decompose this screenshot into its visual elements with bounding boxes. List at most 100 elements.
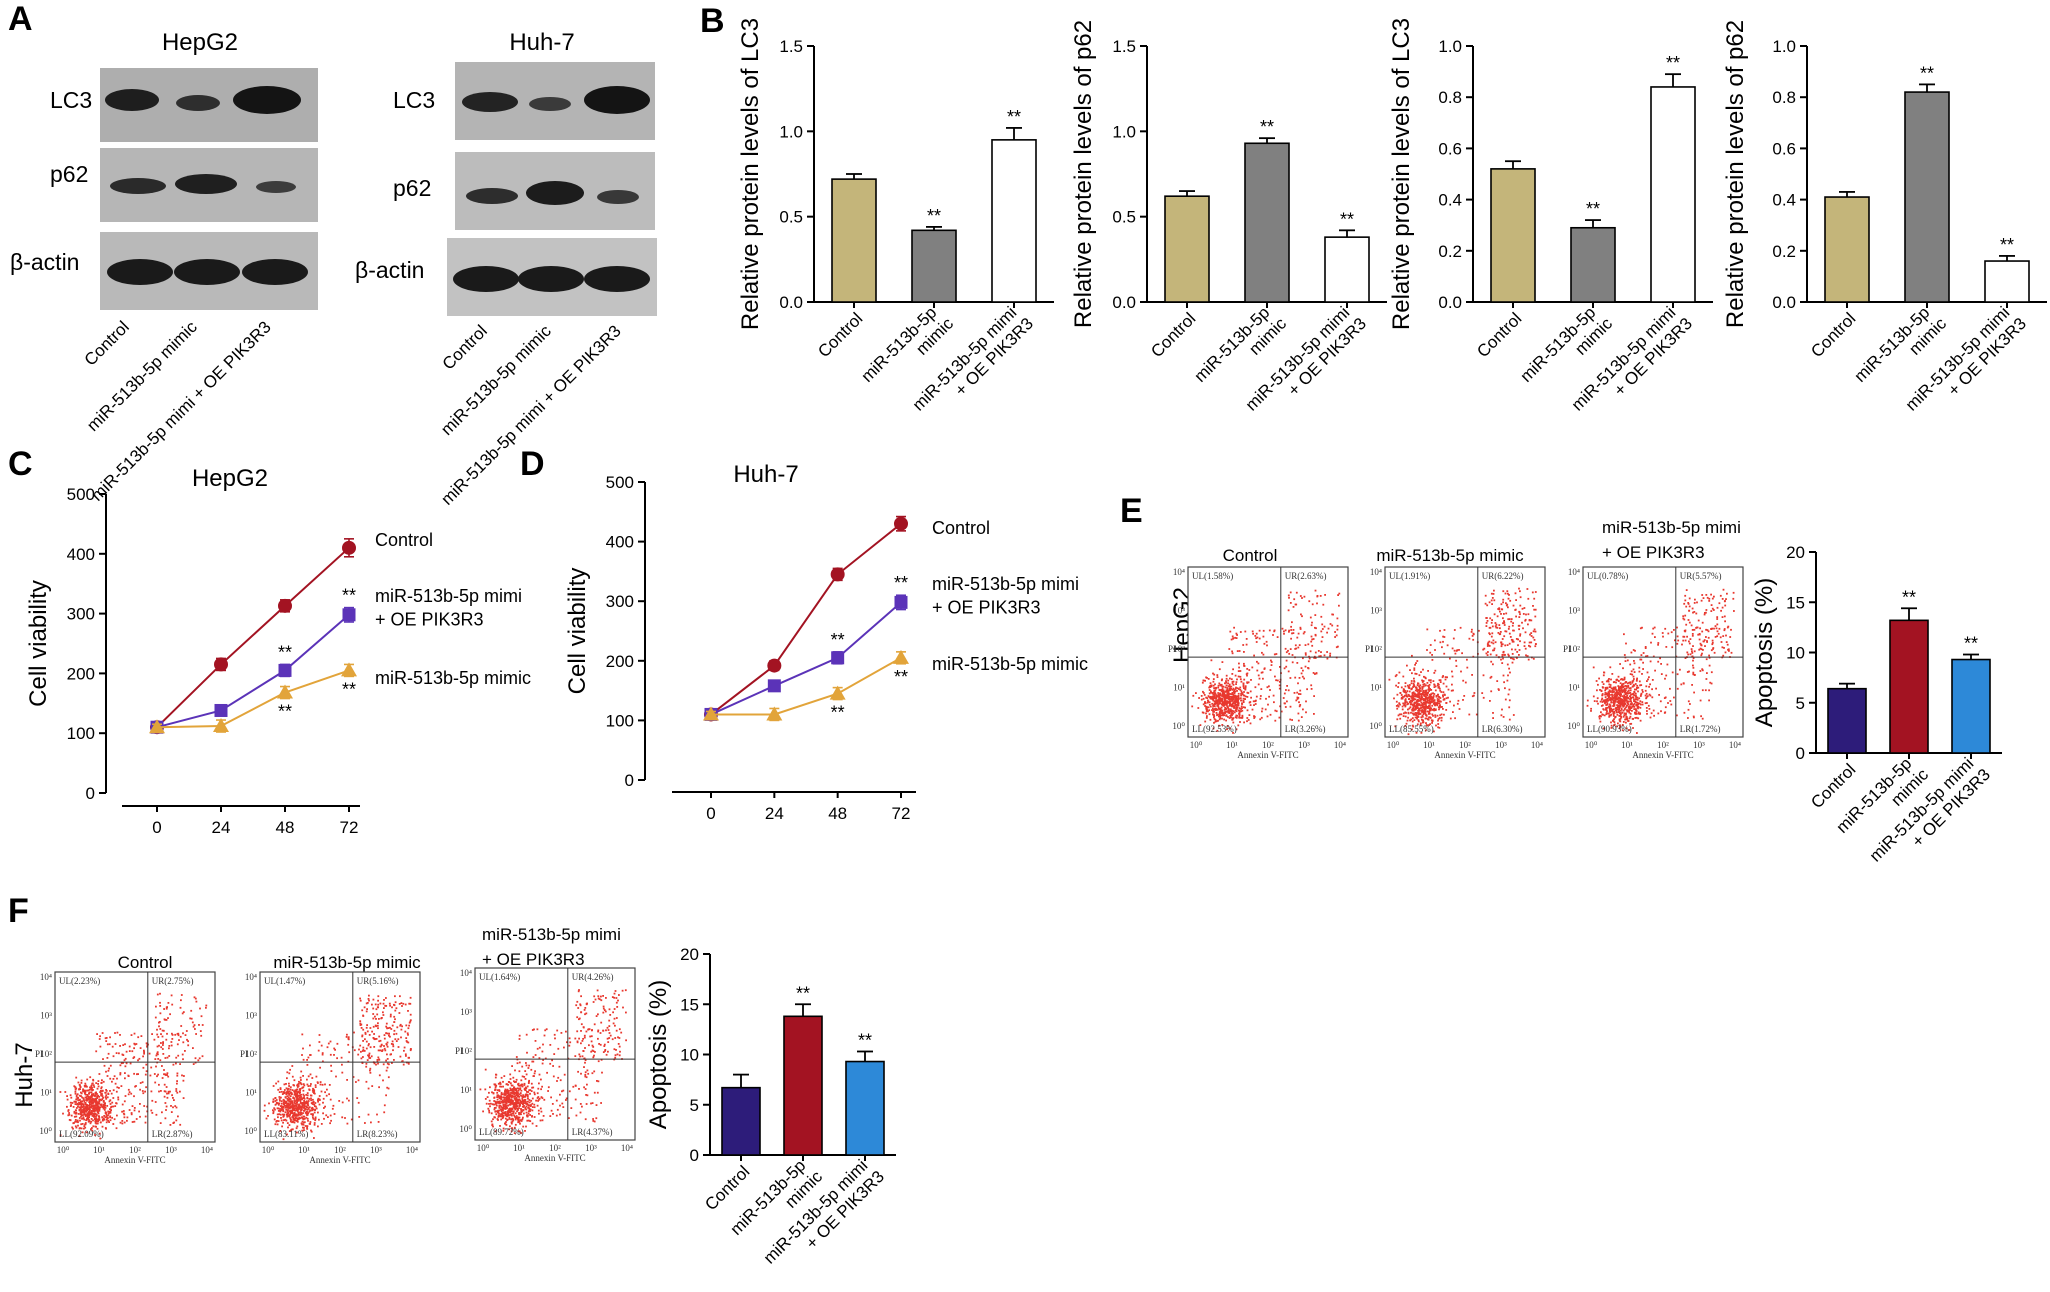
scatter-dot [1312, 638, 1315, 640]
scatter-dot [1296, 662, 1299, 664]
scatter-dot [90, 1096, 93, 1099]
scatter-dot [547, 1090, 549, 1092]
scatter-dot [1710, 649, 1713, 652]
scatter-dot [1208, 709, 1211, 712]
scatter-dot [1415, 703, 1418, 706]
scatter-dot [1310, 688, 1313, 690]
scatter-dot [1650, 712, 1653, 715]
scatter-dot [1619, 702, 1622, 704]
scatter-dot [75, 1107, 78, 1109]
scatter-dot [1279, 705, 1281, 708]
scatter-dot [289, 1095, 292, 1097]
scatter-dot [1226, 702, 1228, 705]
scatter-dot [1701, 652, 1703, 655]
scatter-dot [1206, 708, 1208, 711]
scatter-dot [1216, 701, 1219, 704]
scatter-dot [1244, 686, 1247, 689]
scatter-dot [304, 1102, 306, 1104]
scatter-dot [1217, 692, 1220, 694]
scatter-dot [75, 1087, 78, 1090]
scatter-dot [284, 1118, 287, 1121]
scatter-dot [346, 1097, 348, 1100]
scatter-dot [549, 1115, 552, 1117]
scatter-dot [1444, 678, 1447, 681]
scatter-dot [142, 1092, 145, 1095]
scatter-dot [282, 1115, 285, 1118]
scatter-dot [87, 1120, 90, 1123]
scatter-dot [358, 1048, 360, 1051]
scatter-dot [288, 1072, 291, 1075]
scatter-dot [297, 1094, 300, 1097]
scatter-dot [1502, 674, 1505, 677]
flow-y-axis-label: PI [1563, 644, 1571, 654]
scatter-dot [1620, 693, 1622, 696]
scatter-dot [358, 1116, 361, 1118]
scatter-dot [1211, 695, 1214, 698]
scatter-dot [282, 1110, 285, 1113]
scatter-dot [93, 1109, 96, 1111]
scatter-dot [1600, 689, 1603, 692]
scatter-dot [283, 1119, 285, 1121]
scatter-dot [1499, 627, 1501, 630]
scatter-dot [293, 1111, 296, 1114]
scatter-dot [390, 1043, 393, 1045]
scatter-dot [397, 1046, 400, 1048]
scatter-dot [1711, 641, 1714, 644]
scatter-dot [200, 1034, 203, 1037]
scatter-dot [1284, 706, 1287, 708]
scatter-dot [376, 1024, 379, 1027]
scatter-dot [1260, 688, 1263, 690]
scatter-dot [542, 1043, 544, 1046]
scatter-dot [1645, 707, 1648, 709]
scatter-dot [1645, 655, 1647, 658]
flow-scatter-plot: UL(1.91%) UR(6.22%)LL(85.55%) LR(6.30%)10⁰… [1365, 566, 1546, 760]
scatter-dot [1253, 654, 1255, 657]
scatter-dot [1625, 712, 1627, 715]
scatter-dot [294, 1109, 297, 1112]
scatter-dot [64, 1091, 67, 1093]
scatter-dot [171, 1003, 174, 1006]
blot-band [518, 266, 584, 292]
scatter-dot [1225, 677, 1228, 680]
scatter-dot [1529, 645, 1532, 648]
scatter-dot [1228, 685, 1231, 688]
scatter-dot [123, 1059, 126, 1062]
scatter-dot [121, 1110, 123, 1113]
scatter-dot [99, 1121, 102, 1124]
scatter-dot [531, 1029, 534, 1031]
scatter-dot [509, 1082, 512, 1085]
scatter-dot [1424, 703, 1427, 705]
scatter-dot [1336, 628, 1339, 631]
scatter-dot [1631, 680, 1634, 683]
scatter-dot [1524, 619, 1527, 622]
scatter-dot [301, 1106, 304, 1108]
scatter-dot [1670, 631, 1673, 634]
scatter-dot [512, 1119, 515, 1122]
scatter-dot [1275, 679, 1277, 682]
scatter-dot [1286, 700, 1288, 703]
scatter-dot [405, 1040, 408, 1042]
scatter-dot [287, 1112, 290, 1115]
scatter-dot [310, 1099, 312, 1102]
scatter-dot [1607, 699, 1610, 702]
scatter-dot [1292, 632, 1295, 634]
scatter-dot [1608, 694, 1611, 696]
scatter-dot [1231, 705, 1234, 708]
scatter-dot [1412, 712, 1414, 715]
scatter-dot [1432, 697, 1434, 700]
scatter-dot [291, 1110, 294, 1113]
scatter-dot [1635, 698, 1637, 700]
scatter-dot [1431, 709, 1434, 711]
scatter-dot [1216, 695, 1218, 698]
scatter-dot [1674, 639, 1676, 642]
scatter-dot [1609, 711, 1612, 714]
scatter-dot [1693, 628, 1696, 631]
scatter-dot [1402, 702, 1405, 705]
scatter-dot [1437, 718, 1440, 720]
scatter-dot [88, 1108, 91, 1111]
scatter-dot [1232, 732, 1234, 734]
scatter-dot [1626, 704, 1628, 707]
scatter-dot [361, 1009, 364, 1012]
scatter-dot [1608, 703, 1611, 706]
scatter-dot [70, 1104, 72, 1106]
